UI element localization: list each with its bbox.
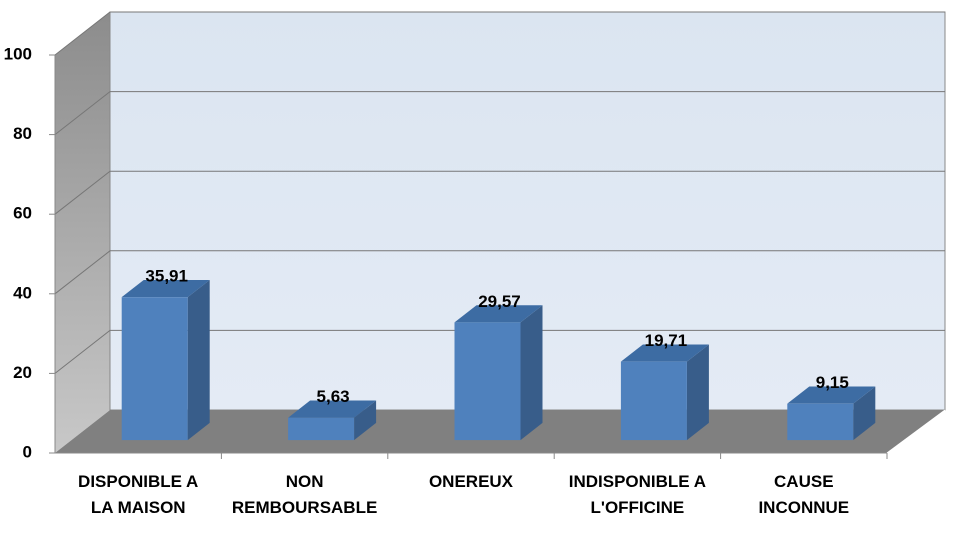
bar-top [454,305,543,323]
bar-front [787,403,854,441]
grid-line [54,11,945,56]
bar-front [454,322,521,441]
floor-edge [886,409,946,454]
grid-line [54,250,945,295]
y-tick-label: 20 [13,363,32,382]
grid-line [54,170,945,215]
y-tick-label: 100 [4,44,32,63]
bar-top [288,400,377,418]
bar [454,305,543,441]
bar-side [686,344,709,441]
bar [620,344,709,441]
y-tick-label: 0 [23,442,32,461]
value-label: 5,63 [317,387,350,406]
y-tick-label: 40 [13,283,32,302]
bar-front [620,361,687,441]
grid-line [54,329,945,374]
value-label: 29,57 [478,292,521,311]
bar [288,400,377,441]
x-tick-label: DISPONIBLE A LA MAISON [78,472,198,517]
x-tick-label: NON REMBOURSABLE [232,472,377,517]
bar-side [187,279,210,441]
value-label: 35,91 [145,267,188,286]
x-tick-label: CAUSE INCONNUE [758,472,849,517]
x-tick-label: INDISPONIBLE A L'OFFICINE [569,472,706,517]
left-wall [55,12,110,453]
value-label: 19,71 [645,331,688,350]
y-tick-label: 60 [13,204,32,223]
grid-line [54,91,945,135]
bar-top [121,279,210,298]
bar-side [520,305,543,441]
y-tick-label: 80 [13,124,32,143]
value-label: 9,15 [816,373,849,392]
x-tick-label: ONEREUX [429,472,514,491]
bar-top [787,386,876,404]
bar-side [354,400,377,441]
bar [121,279,210,441]
bar-front [288,417,355,441]
bar-top [620,344,709,362]
bar [787,386,876,441]
bar-front [121,297,188,441]
bar-side [853,386,876,441]
